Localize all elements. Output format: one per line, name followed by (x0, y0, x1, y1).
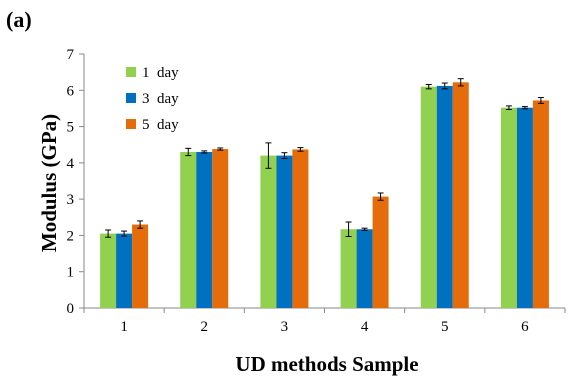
legend-label: 3 day (142, 91, 179, 107)
x-tick-label: 5 (441, 319, 449, 335)
legend-swatch (126, 67, 136, 77)
bar (196, 151, 213, 308)
bar (212, 149, 229, 308)
bar (372, 196, 389, 308)
y-tick-label: 4 (67, 156, 75, 172)
y-tick-label: 3 (67, 192, 75, 208)
legend-swatch (126, 119, 136, 129)
bar (276, 155, 293, 308)
y-tick-label: 2 (67, 228, 75, 244)
y-axis-title: Modulus (GPa) (37, 114, 61, 252)
bar (532, 100, 549, 309)
x-tick-label: 6 (521, 319, 529, 335)
y-tick-label: 7 (67, 47, 75, 63)
x-tick-label: 2 (201, 319, 209, 335)
plot-area: 0 1 2 3 4 5 6 7 1 2 3 4 5 6 (67, 47, 566, 335)
legend-label: 1 day (142, 65, 179, 81)
bar (132, 224, 149, 308)
bar (260, 155, 277, 308)
bar (340, 229, 357, 308)
y-tick-label: 0 (67, 301, 75, 317)
y-tick-label: 1 (67, 265, 75, 281)
x-tick-label: 1 (120, 319, 128, 335)
bar (116, 233, 133, 308)
x-tick-label: 3 (281, 319, 289, 335)
bar (356, 229, 373, 308)
legend-swatch (126, 93, 136, 103)
x-tick-label: 4 (361, 319, 369, 335)
bar (516, 107, 533, 309)
bar (436, 85, 453, 308)
bar (100, 233, 117, 308)
bar (292, 149, 309, 308)
bar (500, 107, 517, 309)
bar (452, 82, 469, 308)
bar (420, 86, 437, 309)
x-axis-title: UD methods Sample (235, 352, 418, 376)
bar (180, 151, 197, 308)
legend-label: 5 day (142, 117, 179, 133)
legend: 1 day 3 day 5 day (126, 65, 179, 133)
y-tick-label: 5 (67, 120, 75, 136)
panel-label: (a) (6, 7, 32, 32)
y-tick-label: 6 (67, 83, 75, 99)
